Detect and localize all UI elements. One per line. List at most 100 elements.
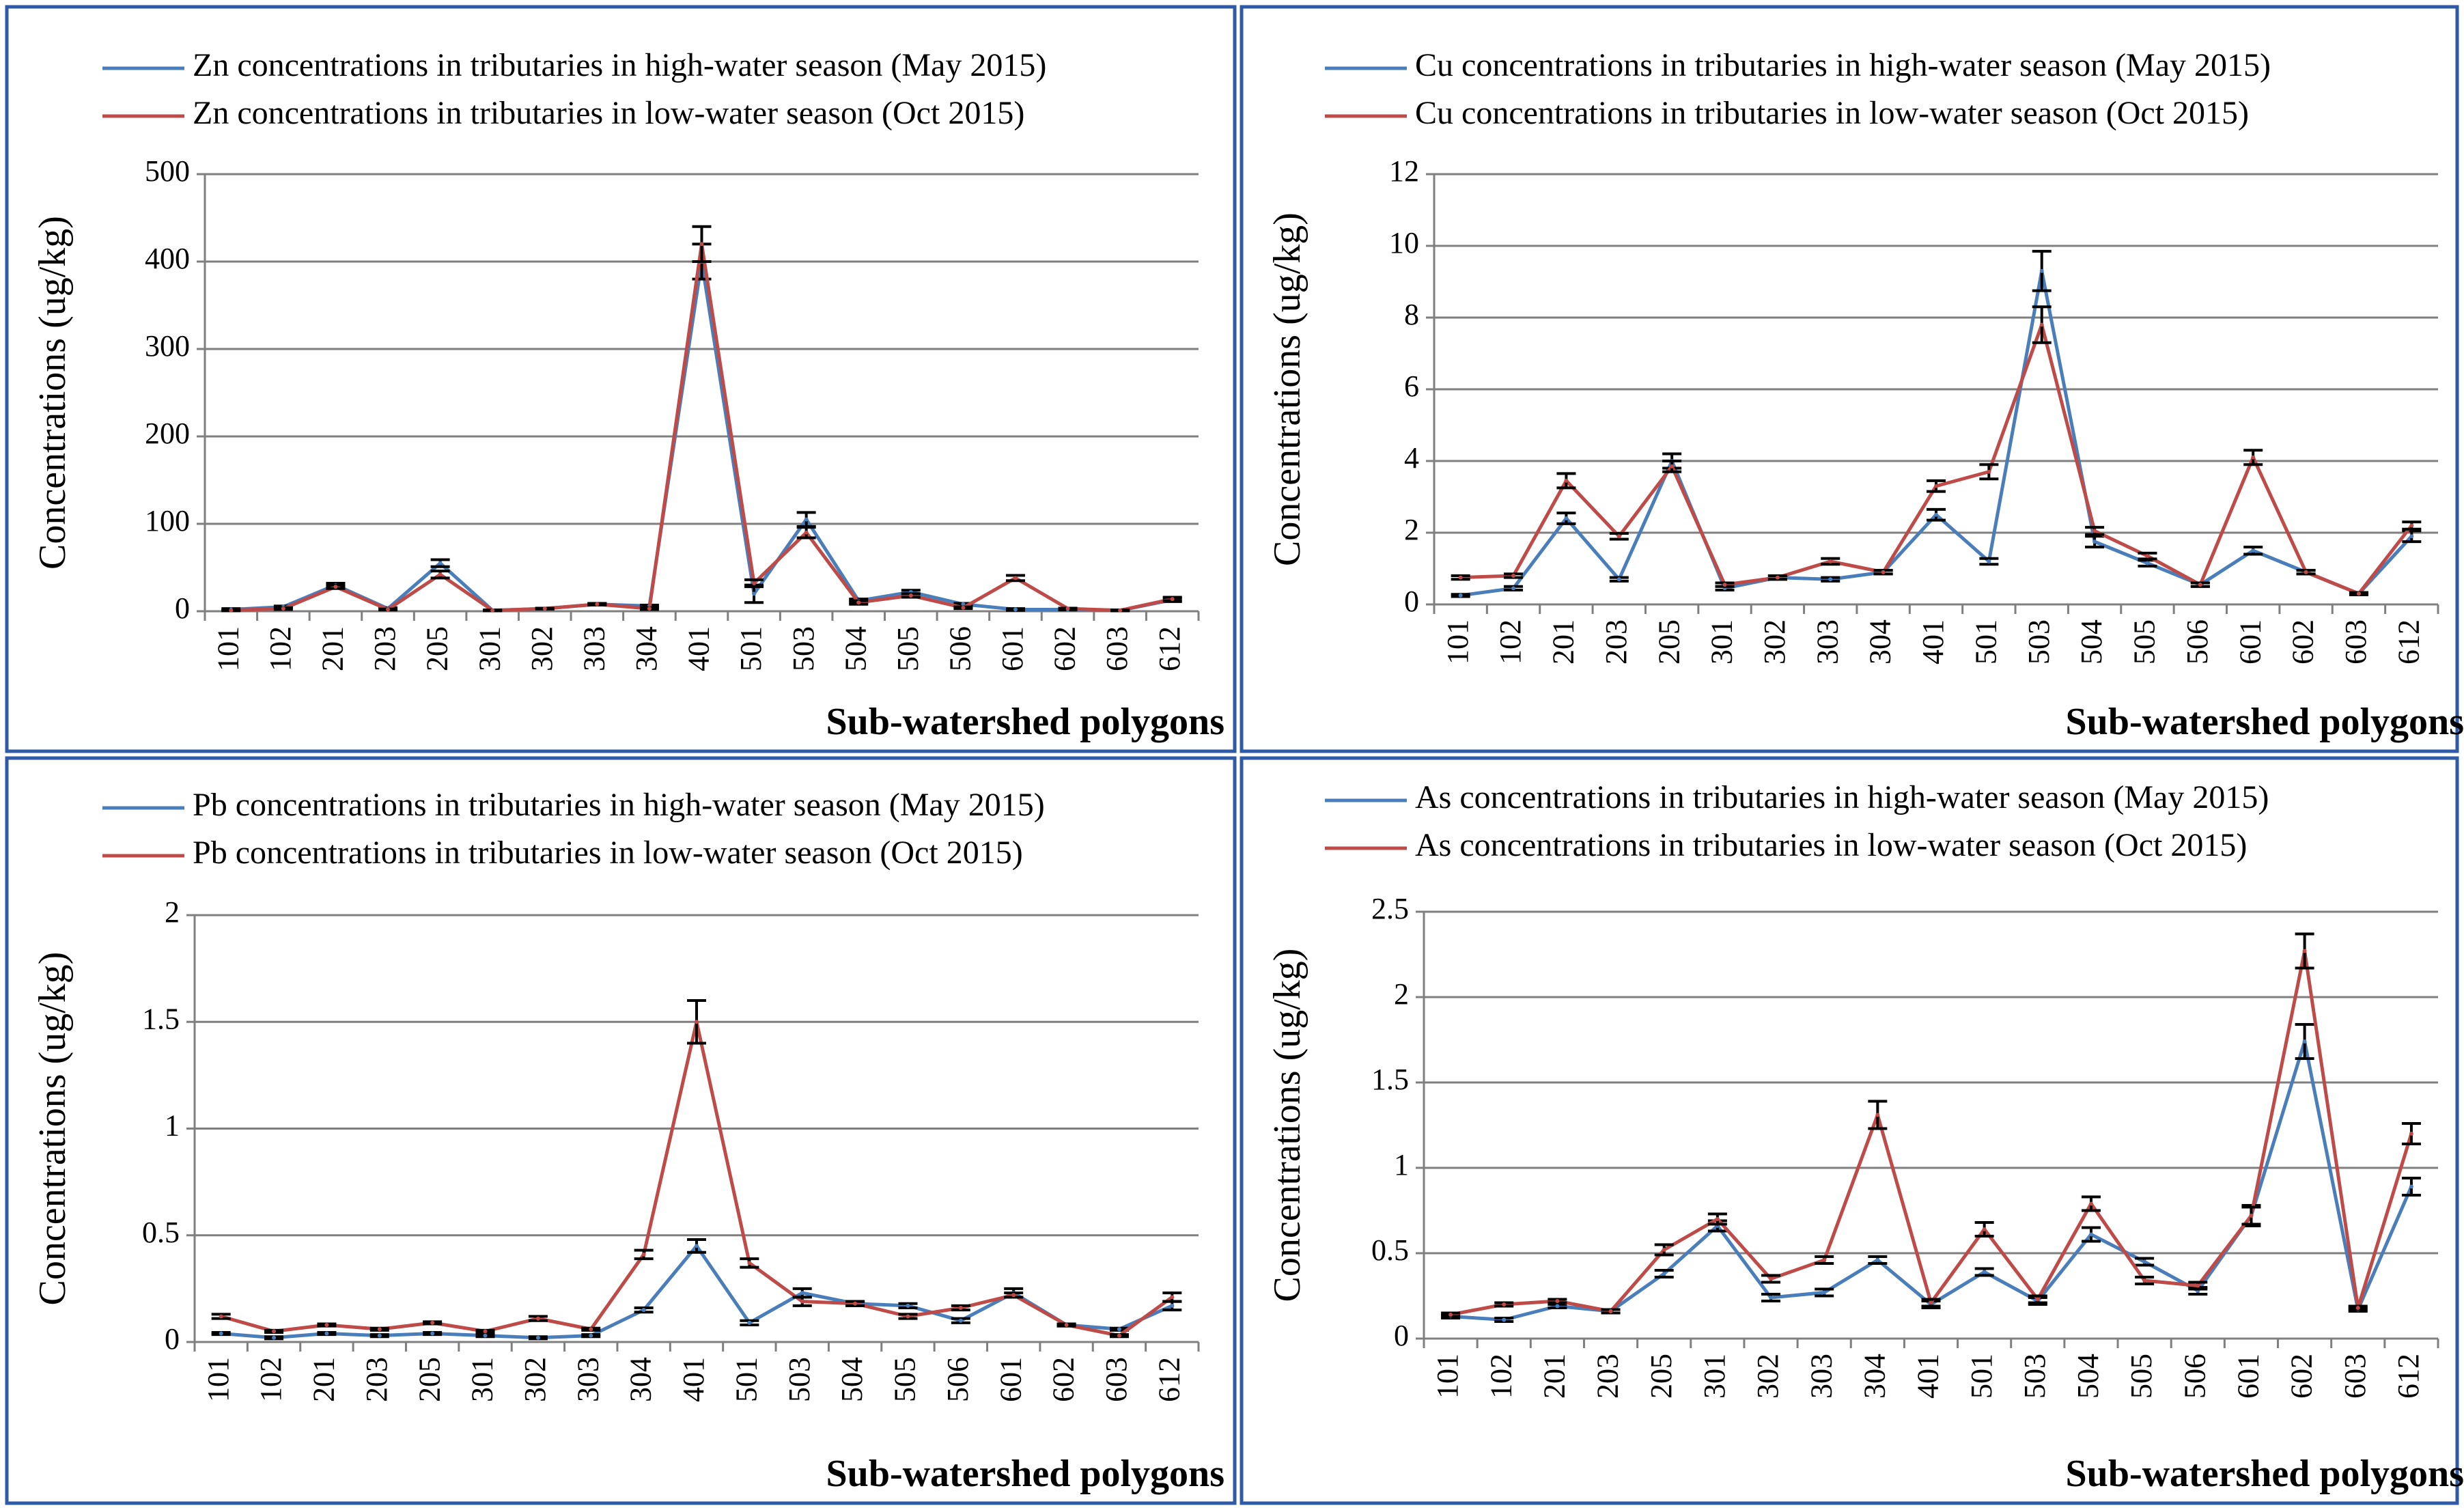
data-point-as-low xyxy=(2088,1201,2093,1206)
data-point-pb-low xyxy=(535,1316,540,1321)
data-point-as-low xyxy=(1555,1299,1560,1303)
data-point-zn-high xyxy=(1013,607,1018,612)
data-point-cu-low xyxy=(1881,570,1886,574)
data-point-as-low xyxy=(1608,1309,1613,1313)
y-tick-label-cu: 12 xyxy=(1389,154,1419,188)
x-tick-label-zn: 506 xyxy=(943,626,977,671)
data-point-as-low xyxy=(2142,1278,2147,1283)
x-tick-label-as: 505 xyxy=(2125,1354,2158,1399)
x-tick-label-as: 612 xyxy=(2392,1354,2425,1399)
x-tick-label-zn: 401 xyxy=(682,626,716,671)
data-point-zn-low xyxy=(856,600,861,605)
y-tick-label-zn: 500 xyxy=(145,154,190,188)
data-point-pb-low xyxy=(483,1329,488,1334)
y-tick-label-as: 1.5 xyxy=(1371,1063,1409,1096)
x-axis-label-pb: Sub-watershed polygons xyxy=(826,1453,1224,1495)
data-point-cu-low xyxy=(1828,559,1833,563)
y-tick-label-cu: 0 xyxy=(1404,585,1419,618)
data-point-zn-low xyxy=(386,607,391,612)
data-point-pb-high xyxy=(535,1335,540,1340)
data-point-pb-low xyxy=(1117,1333,1121,1338)
x-tick-label-cu: 201 xyxy=(1547,619,1580,665)
y-tick-label-pb: 0 xyxy=(165,1322,180,1356)
data-point-zn-low xyxy=(804,530,809,535)
x-tick-label-pb: 603 xyxy=(1100,1357,1133,1402)
data-point-pb-low xyxy=(430,1320,435,1325)
x-tick-label-pb: 612 xyxy=(1152,1357,1186,1402)
data-point-pb-high xyxy=(906,1303,910,1308)
x-tick-label-as: 102 xyxy=(1484,1354,1517,1399)
x-tick-label-pb: 503 xyxy=(783,1357,816,1402)
x-tick-label-zn: 302 xyxy=(525,626,559,671)
data-point-as-low xyxy=(1982,1227,1987,1231)
y-tick-label-cu: 2 xyxy=(1404,513,1419,546)
x-tick-label-zn: 504 xyxy=(839,626,872,671)
data-point-as-low xyxy=(1448,1313,1453,1317)
y-axis-label-zn: Concentrations (ug/kg) xyxy=(31,216,74,570)
legend-label-cu-high: Cu concentrations in tributaries in high… xyxy=(1415,47,2271,83)
panel-frame-pb xyxy=(5,756,1237,1505)
data-point-cu-high xyxy=(1934,512,1938,517)
series-line-zn-low xyxy=(231,242,1173,613)
x-tick-label-as: 602 xyxy=(2285,1354,2319,1399)
x-tick-label-as: 603 xyxy=(2338,1354,2372,1399)
x-tick-label-as: 503 xyxy=(2018,1354,2052,1399)
x-tick-label-as: 303 xyxy=(1804,1354,1838,1399)
legend-label-zn-low: Zn concentrations in tributaries in low-… xyxy=(193,95,1024,131)
data-point-zn-low xyxy=(595,602,600,606)
x-tick-label-pb: 303 xyxy=(571,1357,604,1402)
x-tick-label-pb: 205 xyxy=(412,1357,446,1402)
data-point-pb-high xyxy=(800,1291,804,1296)
data-point-pb-high xyxy=(483,1333,488,1338)
x-tick-label-cu: 101 xyxy=(1441,619,1474,665)
data-point-as-low xyxy=(1929,1300,1933,1305)
x-tick-label-cu: 503 xyxy=(2022,619,2056,665)
x-tick-label-cu: 303 xyxy=(1810,619,1844,665)
x-tick-label-cu: 601 xyxy=(2233,619,2267,665)
data-point-as-low xyxy=(1822,1258,1827,1262)
data-point-pb-high xyxy=(430,1331,435,1336)
legend-label-as-low: As concentrations in tributaries in low-… xyxy=(1415,827,2247,863)
x-tick-label-pb: 304 xyxy=(624,1357,658,1402)
x-tick-label-pb: 602 xyxy=(1047,1357,1080,1402)
x-tick-label-as: 205 xyxy=(1644,1354,1678,1399)
data-point-cu-high xyxy=(1987,559,1991,563)
data-point-as-low xyxy=(1502,1302,1507,1306)
data-point-as-low xyxy=(2035,1297,2040,1302)
y-axis-label-pb: Concentrations (ug/kg) xyxy=(31,952,74,1306)
data-point-zn-high xyxy=(804,517,809,522)
data-point-zn-low xyxy=(961,605,966,610)
data-point-pb-high xyxy=(589,1333,593,1338)
data-point-as-high xyxy=(2302,1039,2307,1044)
x-tick-label-pb: 506 xyxy=(941,1357,975,1402)
data-point-cu-low xyxy=(2409,523,2414,528)
data-point-pb-low xyxy=(958,1306,963,1310)
data-point-pb-low xyxy=(853,1301,858,1306)
x-tick-label-zn: 301 xyxy=(473,626,506,671)
data-point-cu-high xyxy=(2145,561,2150,565)
data-point-as-high xyxy=(1555,1304,1560,1309)
x-tick-label-zn: 603 xyxy=(1100,626,1134,671)
chart-as: 0 0.5 1 1.5 2 2.5 101 102 201 203 205 301 302 303 304 4… xyxy=(1240,756,2464,1505)
data-point-cu-low xyxy=(2145,554,2150,559)
data-point-cu-high xyxy=(2039,268,2044,273)
data-point-as-high xyxy=(1769,1296,1774,1300)
y-tick-label-pb: 1 xyxy=(165,1109,180,1143)
y-axis-label-cu: Concentrations (ug/kg) xyxy=(1266,212,1308,566)
data-point-as-high xyxy=(1875,1258,1880,1262)
y-tick-label-zn: 100 xyxy=(145,504,190,537)
data-point-zn-low xyxy=(490,608,495,613)
x-tick-label-as: 501 xyxy=(1965,1354,1998,1399)
chart-zn: 0 100 200 300 400 500 101 102 201 203 205 301 302 303… xyxy=(5,5,1237,753)
data-point-pb-low xyxy=(272,1329,277,1334)
legend-label-pb-high: Pb concentrations in tributaries in high… xyxy=(193,787,1045,823)
y-tick-label-as: 1 xyxy=(1394,1148,1409,1182)
data-point-zn-low xyxy=(1013,576,1018,581)
series-line-cu-high xyxy=(1460,269,2413,598)
x-tick-label-cu: 505 xyxy=(2128,619,2161,665)
data-point-cu-high xyxy=(1564,516,1569,520)
data-point-pb-low xyxy=(377,1327,382,1332)
panel-frame-as xyxy=(1240,756,2459,1505)
x-tick-label-pb: 505 xyxy=(888,1357,922,1402)
x-tick-label-pb: 301 xyxy=(466,1357,499,1402)
